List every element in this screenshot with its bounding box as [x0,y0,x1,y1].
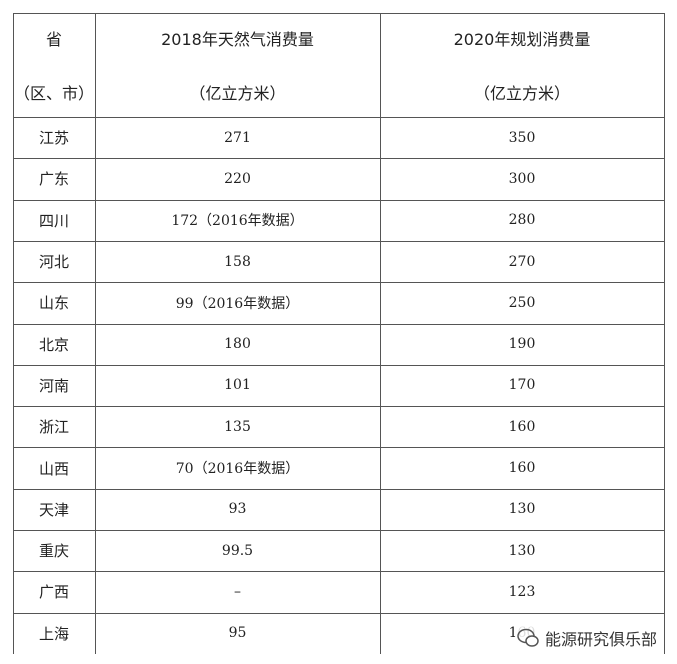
border [13,199,665,201]
table-cell: 130 [508,542,536,559]
border [380,13,381,654]
table-cell: 170 [508,377,536,394]
table-cell: 123 [508,583,536,600]
watermark-icon [517,628,539,647]
table-cell: 70（2016年数据） [175,461,300,478]
table-cell: 浙江 [38,418,69,437]
table-cell: 广西 [38,583,69,602]
border [13,13,14,654]
table-cell: 101 [224,377,251,394]
header-text: （区、市） [13,84,94,103]
table-cell: 350 [508,129,536,146]
table-cell: 95 [228,625,247,642]
header-cell: 2020年规划消费量 （亿立方米） [380,13,664,117]
border [13,364,665,366]
table-cell: 重庆 [38,542,69,561]
border [13,612,665,614]
border [95,13,96,654]
table-cell: 172（2016年数据） [171,213,304,230]
border [664,13,665,654]
table-cell: 220 [224,170,251,187]
table-cell: 160 [508,460,536,477]
table-cell: 山东 [38,294,69,313]
header-text: 2020年规划消费量 [453,30,591,49]
header-cell: 省 （区、市） [13,13,95,117]
table-cell: 250 [508,294,536,311]
header-text: 2018年天然气消费量 [161,30,314,49]
border [13,323,665,325]
table-cell: – [234,583,241,600]
table-cell: 135 [224,418,251,435]
border [13,158,665,160]
table-cell: 280 [508,212,536,229]
table-cell: 山西 [38,459,69,478]
table-cell: 河北 [38,253,69,272]
border [13,488,665,490]
table-cell: 93 [228,501,247,518]
table-cell: 99.5 [221,542,254,559]
table-cell: 158 [224,253,251,270]
header-text: 省 [45,30,62,49]
table-cell: 99（2016年数据） [175,295,300,312]
border [13,282,665,284]
table-cell: 270 [508,253,536,270]
table-cell: 160 [508,418,536,435]
table-cell: 190 [508,336,536,353]
table-cell: 河南 [38,376,69,395]
header-cell: 2018年天然气消费量 （亿立方米） [95,13,380,117]
border [13,447,665,449]
table-cell: 130 [508,501,536,518]
border [13,571,665,573]
table-cell: 300 [508,170,536,187]
table-cell: 江苏 [38,129,69,148]
table-cell: 271 [224,129,251,146]
table-cell: 北京 [38,335,69,354]
border [13,117,665,118]
table-cell: 上海 [38,624,69,643]
table-cell: 四川 [38,211,69,230]
header-text: （亿立方米） [473,84,570,103]
border [13,13,665,14]
watermark: 能源研究俱乐部 [514,626,659,650]
border [13,406,665,408]
border [13,240,665,242]
watermark-text: 能源研究俱乐部 [544,630,657,649]
header-text: （亿立方米） [189,84,286,103]
table-cell: 天津 [38,500,69,519]
table-cell: 广东 [38,170,69,189]
table-cell: 180 [224,336,251,353]
border [13,530,665,531]
